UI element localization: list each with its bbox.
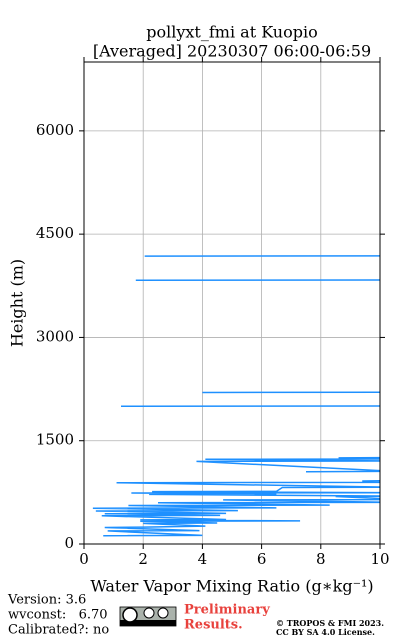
x-tick-label: 2 (138, 550, 148, 568)
x-tick-label: 8 (316, 550, 326, 568)
x-axis-label: Water Vapor Mixing Ratio (g∗kg⁻¹) (90, 577, 373, 596)
copyright: © TROPOS & FMI 2023. (276, 618, 384, 628)
y-tick-label: 3000 (36, 327, 74, 345)
y-tick-label: 0 (64, 534, 74, 552)
plot-frame (83, 61, 381, 545)
chart-subtitle: [Averaged] 20230307 06:00-06:59 (93, 42, 371, 61)
x-tick-label: 4 (198, 550, 208, 568)
x-tick-label: 6 (257, 550, 267, 568)
copyright: CC BY SA 4.0 License. (276, 627, 375, 637)
profile-line (92, 255, 380, 537)
y-tick-label: 1500 (36, 431, 74, 449)
version: Version: 3.6 (7, 593, 86, 608)
y-tick-label: 4500 (36, 224, 74, 242)
x-tick-label: 0 (79, 550, 89, 568)
y-axis-label: Height (m) (8, 259, 27, 347)
preliminary: Results. (184, 618, 243, 633)
calibrated: Calibrated?: no (8, 623, 109, 638)
plot-area: 0 2 4 6 8 10 0 1500 3000 4500 6000 (36, 57, 390, 568)
cc-badge (119, 606, 177, 627)
chart-title: pollyxt_fmi at Kuopio (146, 23, 317, 42)
x-tick-label: 10 (370, 550, 389, 568)
preliminary: Preliminary (184, 603, 270, 618)
y-tick-label: 6000 (36, 121, 74, 139)
wvconst: wvconst: 6.70 (8, 608, 108, 623)
